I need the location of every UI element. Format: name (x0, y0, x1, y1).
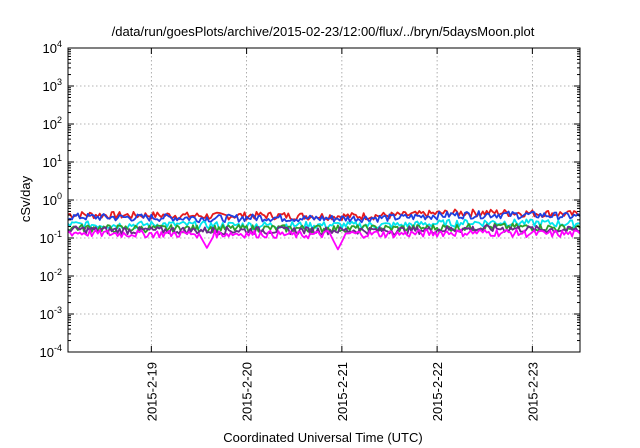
y-tick-label: 10-4 (40, 343, 62, 360)
grid-lines (68, 48, 580, 352)
y-tick-label: 101 (43, 153, 62, 170)
x-tick-label: 2015-2-20 (240, 362, 255, 421)
y-ticks: 10-4 10-3 10-2 10-1 100 101 102 103 104 (40, 39, 580, 360)
series-lines (67, 208, 581, 251)
x-tick-label: 2015-2-23 (525, 362, 540, 421)
y-tick-label: 10-3 (40, 305, 62, 322)
x-axis-label: Coordinated Universal Time (UTC) (223, 430, 422, 445)
series-line (67, 228, 581, 251)
y-axis-label: cSv/day (18, 175, 33, 222)
x-ticks: 2015-2-19 2015-2-20 2015-2-21 2015-2-22 2015… (144, 48, 540, 421)
y-tick-label: 10-1 (40, 229, 62, 246)
chart-title: /data/run/goesPlots/archive/2015-02-23/1… (112, 24, 535, 39)
y-tick-label: 103 (43, 77, 62, 94)
x-tick-label: 2015-2-19 (144, 362, 159, 421)
y-tick-label: 100 (43, 191, 62, 208)
series-line (67, 218, 581, 231)
y-tick-label: 104 (43, 39, 62, 56)
y-tick-label: 102 (43, 115, 62, 132)
x-tick-label: 2015-2-21 (335, 362, 350, 421)
series-line (67, 222, 581, 234)
y-tick-label: 10-2 (40, 267, 62, 284)
x-tick-label: 2015-2-22 (430, 362, 445, 421)
series-line (67, 210, 581, 224)
